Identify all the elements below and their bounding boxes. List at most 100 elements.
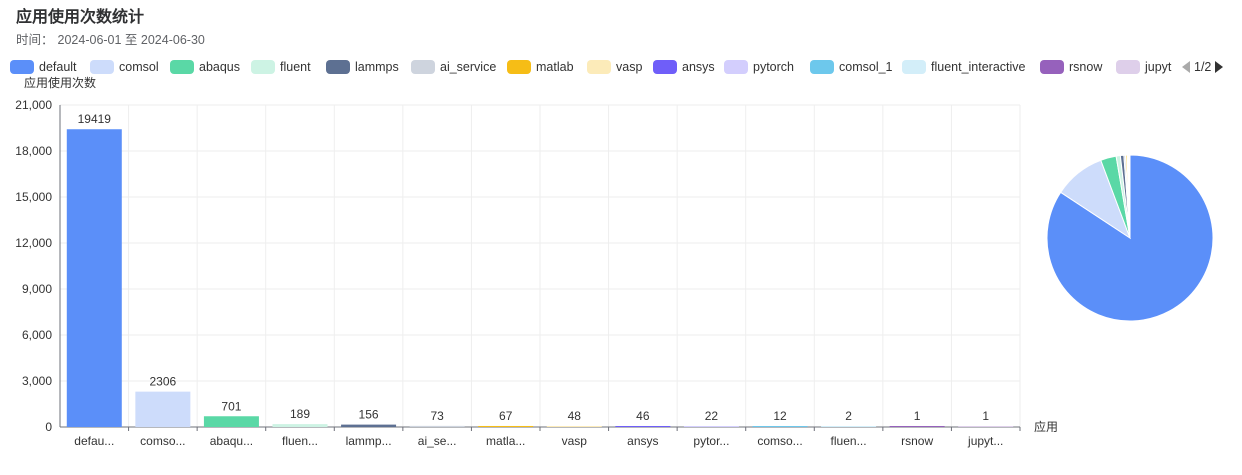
- bar-value-label: 2: [845, 409, 852, 423]
- y-tick-label: 0: [45, 420, 52, 434]
- legend-item-fluent_interactive[interactable]: fluent_interactive: [902, 58, 1026, 76]
- x-tick-label: fluen...: [282, 434, 318, 448]
- legend-label: ansys: [682, 60, 715, 74]
- bar-value-label: 189: [290, 407, 310, 421]
- y-tick-label: 3,000: [22, 374, 52, 388]
- bar-value-label: 73: [430, 409, 444, 423]
- x-tick-label: fluen...: [831, 434, 867, 448]
- legend-label: lammps: [355, 60, 399, 74]
- bar-value-label: 701: [221, 399, 241, 413]
- bar-value-label: 22: [705, 409, 719, 423]
- legend-label: fluent: [280, 60, 311, 74]
- bar-value-label: 19419: [78, 112, 112, 126]
- bar-jupyter: [958, 426, 1014, 427]
- legend-label: default: [39, 60, 77, 74]
- legend-label: abaqus: [199, 60, 241, 74]
- legend: default comsol abaqus fluent lammps ai_servic…: [4, 58, 1242, 78]
- y-tick-label: 15,000: [15, 190, 52, 204]
- legend-swatch: [170, 60, 194, 74]
- bar-abaqus: [203, 416, 259, 427]
- legend-item-comsol_1[interactable]: comsol_1: [810, 58, 893, 76]
- x-tick-label: jupyt...: [967, 434, 1003, 448]
- legend-label: rsnow: [1069, 60, 1103, 74]
- y-tick-label: 9,000: [22, 282, 52, 296]
- legend-swatch: [1116, 60, 1140, 74]
- x-tick-label: lammp...: [346, 434, 392, 448]
- legend-label: matlab: [536, 60, 574, 74]
- legend-item-abaqus[interactable]: abaqus: [170, 58, 240, 76]
- bar-rsnow: [889, 426, 945, 427]
- legend-swatch: [326, 60, 350, 74]
- bar-fluent: [272, 424, 328, 427]
- legend-label: comsol: [119, 60, 159, 74]
- legend-swatch: [587, 60, 611, 74]
- bar-ai_service: [409, 425, 465, 427]
- legend-label: fluent_interactive: [931, 60, 1026, 74]
- bar-matlab: [478, 425, 534, 427]
- bar-value-label: 1: [914, 409, 921, 423]
- y-tick-label: 12,000: [15, 236, 52, 250]
- legend-swatch: [411, 60, 435, 74]
- y-tick-label: 6,000: [22, 328, 52, 342]
- legend-item-rsnow[interactable]: rsnow: [1040, 58, 1102, 76]
- y-tick-label: 18,000: [15, 144, 52, 158]
- x-axis-ticks: defau... comso... abaqu... fluen... lammp...…: [74, 427, 1021, 448]
- legend-item-lammps[interactable]: lammps: [326, 58, 399, 76]
- pie-chart: [1046, 154, 1214, 322]
- time-label: 时间：: [16, 33, 54, 47]
- bar-value-label: 48: [568, 409, 582, 423]
- bar-comsol: [135, 391, 191, 427]
- legend-swatch: [724, 60, 748, 74]
- legend-prev-icon[interactable]: [1182, 61, 1190, 73]
- x-tick-label: ai_se...: [418, 434, 457, 448]
- legend-swatch: [1040, 60, 1064, 74]
- x-axis-label: 应用: [1034, 419, 1058, 434]
- bar-ansys: [615, 426, 671, 427]
- legend-swatch: [653, 60, 677, 74]
- legend-label: jupyt: [1145, 60, 1172, 74]
- bar-pytorch: [683, 426, 739, 427]
- legend-pager: 1/2: [1180, 58, 1224, 76]
- legend-item-fluent[interactable]: fluent: [251, 58, 311, 76]
- x-tick-label: ansys: [627, 434, 658, 448]
- bar-comsol_1: [752, 426, 808, 427]
- legend-item-jupyter[interactable]: jupyt: [1116, 58, 1171, 76]
- legend-item-vasp[interactable]: vasp: [587, 58, 642, 76]
- legend-swatch: [251, 60, 275, 74]
- bar-value-label: 2306: [150, 375, 177, 389]
- x-tick-label: defau...: [74, 434, 114, 448]
- grid-lines: [59, 104, 1021, 428]
- legend-label: comsol_1: [839, 60, 893, 74]
- legend-item-comsol[interactable]: comsol: [90, 58, 159, 76]
- bar-value-label: 12: [773, 409, 787, 423]
- x-tick-label: pytor...: [693, 434, 729, 448]
- x-tick-label: vasp: [562, 434, 588, 448]
- y-axis-label: 应用使用次数: [24, 75, 96, 90]
- chart-subtitle: 时间： 2024-06-01 至 2024-06-30: [16, 29, 205, 48]
- date-range: 2024-06-01 至 2024-06-30: [57, 33, 205, 47]
- bars: 19419 2306 701 189 156 73 67 48 46 22 12 2 1 1: [66, 112, 1014, 427]
- legend-swatch: [507, 60, 531, 74]
- legend-item-ai_service[interactable]: ai_service: [411, 58, 496, 76]
- legend-item-pytorch[interactable]: pytorch: [724, 58, 794, 76]
- x-tick-label: matla...: [486, 434, 525, 448]
- legend-label: vasp: [616, 60, 643, 74]
- legend-label: pytorch: [753, 60, 794, 74]
- bar-value-label: 1: [982, 409, 989, 423]
- y-tick-label: 21,000: [15, 98, 52, 112]
- x-tick-label: comso...: [757, 434, 802, 448]
- legend-label: ai_service: [440, 60, 497, 74]
- bar-value-label: 156: [359, 408, 379, 422]
- bar-vasp: [546, 426, 602, 427]
- chart-title: 应用使用次数统计: [16, 9, 145, 26]
- legend-next-icon[interactable]: [1215, 61, 1224, 73]
- x-tick-label: rsnow: [901, 434, 933, 448]
- legend-item-ansys[interactable]: ansys: [653, 58, 715, 76]
- legend-item-default[interactable]: default: [10, 58, 77, 76]
- bar-default: [66, 129, 122, 427]
- legend-item-matlab[interactable]: matlab: [507, 58, 574, 76]
- legend-swatch: [902, 60, 926, 74]
- legend-page-indicator: 1/2: [1194, 60, 1212, 74]
- legend-swatch: [90, 60, 114, 74]
